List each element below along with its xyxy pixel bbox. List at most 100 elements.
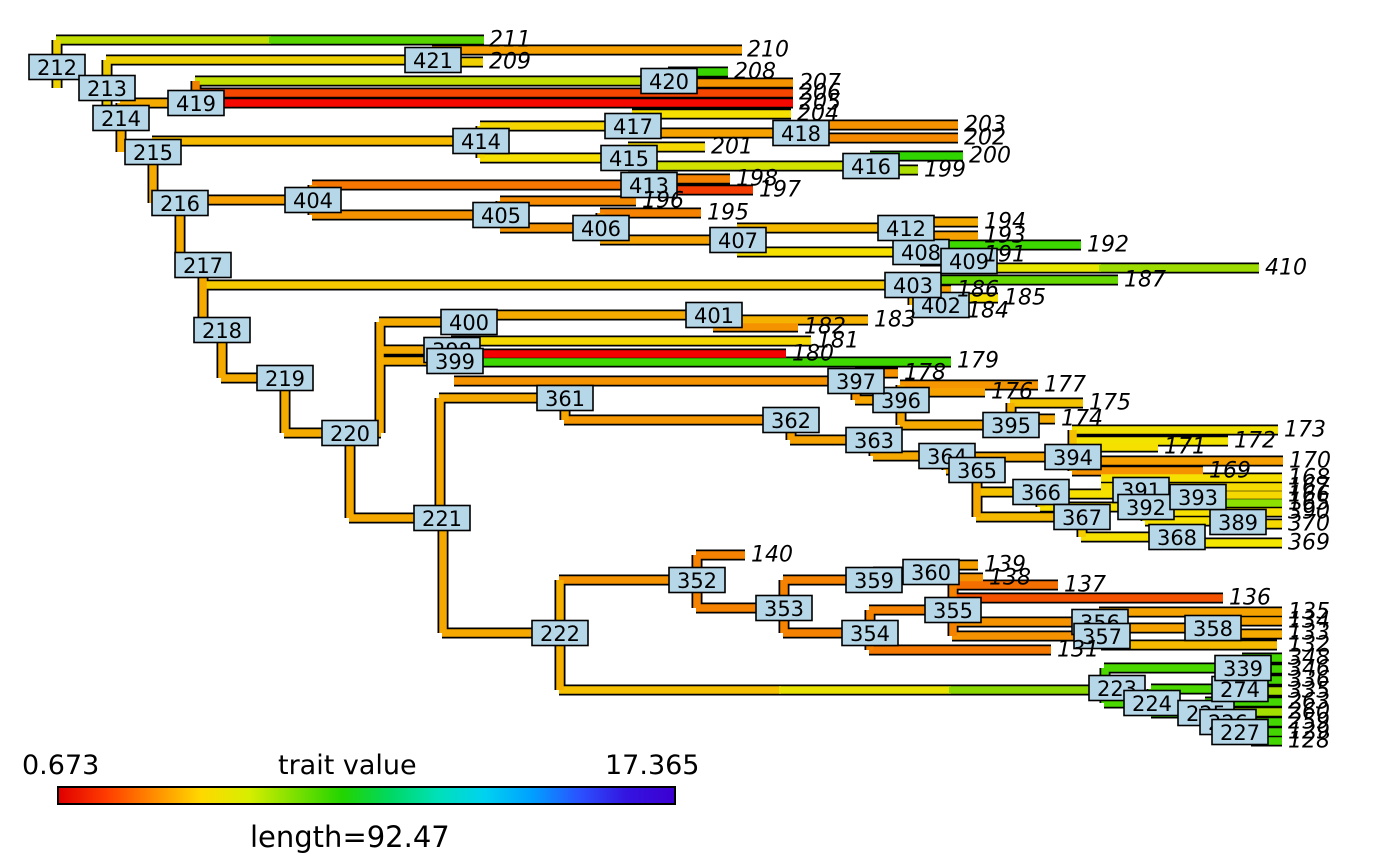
tip-label-178: 178 (904, 361, 946, 386)
node-box-400[interactable]: 400 (440, 308, 498, 336)
node-label-399: 399 (435, 350, 475, 374)
node-label-365: 365 (957, 459, 997, 483)
tip-label-201: 201 (711, 135, 753, 160)
tip-label-176: 176 (991, 380, 1033, 405)
node-label-367: 367 (1062, 506, 1102, 530)
node-box-394[interactable]: 394 (1044, 443, 1102, 471)
trait-colorbar-gradient (57, 786, 676, 805)
node-box-220[interactable]: 220 (321, 419, 379, 447)
node-box-417[interactable]: 417 (604, 112, 662, 140)
node-box-217[interactable]: 217 (174, 251, 232, 279)
node-box-405[interactable]: 405 (472, 201, 530, 229)
node-box-406[interactable]: 406 (572, 214, 630, 242)
node-box-213[interactable]: 213 (78, 74, 136, 102)
node-box-396[interactable]: 396 (872, 386, 930, 414)
tip-label-175: 175 (1089, 391, 1131, 416)
node-box-419[interactable]: 419 (167, 89, 225, 117)
node-box-215[interactable]: 215 (124, 138, 182, 166)
node-box-359[interactable]: 359 (845, 566, 903, 594)
node-box-212[interactable]: 212 (28, 53, 86, 81)
tip-label-211: 211 (489, 28, 531, 53)
node-label-421: 421 (413, 49, 453, 73)
node-box-222[interactable]: 222 (531, 619, 589, 647)
node-box-353[interactable]: 353 (755, 594, 813, 622)
node-label-417: 417 (613, 115, 653, 139)
node-box-420[interactable]: 420 (640, 67, 698, 95)
tip-label-193: 193 (984, 224, 1026, 249)
node-label-419: 419 (176, 92, 216, 116)
node-box-389[interactable]: 389 (1209, 508, 1267, 536)
node-box-401[interactable]: 401 (685, 301, 743, 329)
node-box-361[interactable]: 361 (536, 384, 594, 412)
node-box-227[interactable]: 227 (1211, 718, 1269, 746)
node-label-352: 352 (677, 569, 717, 593)
tip-label-167: 167 (1288, 475, 1330, 500)
node-box-368[interactable]: 368 (1148, 523, 1206, 551)
node-box-414[interactable]: 414 (452, 127, 510, 155)
tip-label-183: 183 (874, 308, 916, 333)
node-label-396: 396 (881, 389, 921, 413)
node-label-420: 420 (649, 70, 689, 94)
node-label-366: 366 (1021, 481, 1061, 505)
node-box-339[interactable]: 339 (1214, 654, 1272, 682)
node-label-274: 274 (1220, 678, 1260, 702)
node-label-357: 357 (1082, 625, 1122, 649)
node-box-354[interactable]: 354 (841, 619, 899, 647)
node-box-393[interactable]: 393 (1169, 483, 1227, 511)
node-box-360[interactable]: 360 (902, 558, 960, 586)
node-box-409[interactable]: 409 (940, 247, 998, 275)
node-box-395[interactable]: 395 (982, 411, 1040, 439)
node-box-367[interactable]: 367 (1053, 503, 1111, 531)
node-box-407[interactable]: 407 (709, 226, 767, 254)
node-box-355[interactable]: 355 (924, 596, 982, 624)
node-box-219[interactable]: 219 (256, 364, 314, 392)
node-label-416: 416 (851, 155, 891, 179)
node-box-408[interactable]: 408 (892, 238, 950, 266)
node-box-362[interactable]: 362 (762, 406, 820, 434)
tip-label-185: 185 (1004, 286, 1046, 311)
tip-label-133: 133 (1288, 621, 1330, 646)
tip-label-196: 196 (642, 189, 684, 214)
node-box-366[interactable]: 366 (1012, 478, 1070, 506)
node-box-357[interactable]: 357 (1073, 622, 1131, 650)
node-box-224[interactable]: 224 (1123, 689, 1181, 717)
node-label-406: 406 (581, 217, 621, 241)
node-label-219: 219 (265, 367, 305, 391)
node-label-358: 358 (1193, 617, 1233, 641)
tip-label-199: 199 (924, 158, 966, 183)
tip-label-168: 168 (1288, 466, 1330, 491)
node-box-397[interactable]: 397 (827, 367, 885, 395)
tip-label-132: 132 (1288, 633, 1330, 658)
node-label-403: 403 (893, 274, 933, 298)
node-box-399[interactable]: 399 (426, 347, 484, 375)
tip-label-210: 210 (747, 38, 789, 63)
tip-label-171: 171 (1164, 435, 1206, 460)
node-box-363[interactable]: 363 (845, 426, 903, 454)
node-box-412[interactable]: 412 (877, 214, 935, 242)
node-label-353: 353 (764, 597, 804, 621)
node-box-358[interactable]: 358 (1184, 614, 1242, 642)
tip-label-179: 179 (957, 349, 999, 374)
node-label-355: 355 (933, 599, 973, 623)
node-box-415[interactable]: 415 (600, 144, 658, 172)
node-box-214[interactable]: 214 (92, 104, 150, 132)
tip-label-195: 195 (707, 201, 749, 226)
node-box-392[interactable]: 392 (1117, 493, 1175, 521)
node-box-365[interactable]: 365 (948, 456, 1006, 484)
node-box-416[interactable]: 416 (842, 152, 900, 180)
node-label-412: 412 (886, 217, 926, 241)
node-box-403[interactable]: 403 (884, 271, 942, 299)
tip-label-390: 390 (1288, 500, 1330, 525)
node-box-216[interactable]: 216 (151, 189, 209, 217)
node-box-221[interactable]: 221 (413, 504, 471, 532)
node-box-421[interactable]: 421 (404, 46, 462, 74)
node-box-218[interactable]: 218 (193, 316, 251, 344)
node-box-404[interactable]: 404 (284, 186, 342, 214)
node-box-413[interactable]: 413 (620, 171, 678, 199)
node-box-352[interactable]: 352 (668, 566, 726, 594)
node-label-354: 354 (850, 622, 890, 646)
node-box-418[interactable]: 418 (772, 119, 830, 147)
tip-label-198: 198 (736, 167, 778, 192)
tip-label-209: 209 (489, 50, 531, 75)
